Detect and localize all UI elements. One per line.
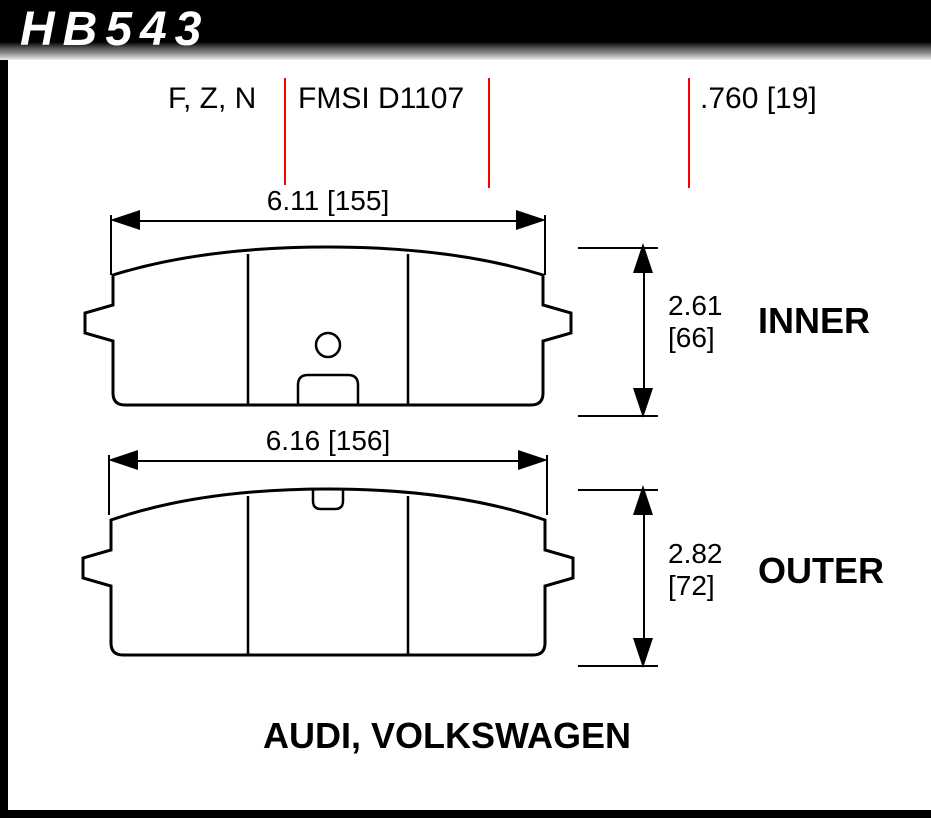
inner-height-dim-bottom: [66] — [668, 322, 715, 354]
outer-pad-shape — [81, 485, 575, 660]
inner-label: INNER — [758, 300, 870, 342]
outer-width-dim-line — [136, 460, 520, 462]
tick-line — [578, 665, 658, 667]
arrow-down-icon — [631, 638, 655, 668]
inner-height-dim-top: 2.61 — [668, 290, 723, 322]
thickness-label: .760 [19] — [700, 82, 817, 116]
tick-line — [578, 489, 658, 491]
vehicle-label: AUDI, VOLKSWAGEN — [263, 715, 631, 757]
inner-width-dim: 6.11 [155] — [248, 185, 408, 217]
arrow-right-icon — [516, 208, 546, 232]
arrow-right-icon — [518, 448, 548, 472]
red-divider-1 — [284, 78, 286, 188]
red-divider-2 — [488, 78, 490, 188]
arrow-down-icon — [631, 388, 655, 418]
fmsi-label: FMSI D1107 — [298, 82, 464, 116]
diagram-area: F, Z, N FMSI D1107 .760 [19] 6.11 [155] … — [8, 60, 931, 810]
inner-pad-shape — [83, 245, 573, 410]
outer-height-dim-line — [643, 512, 645, 640]
header-bar: HB543 — [0, 0, 931, 60]
part-number: HB543 — [20, 2, 209, 57]
compounds-label: F, Z, N — [168, 82, 256, 116]
inner-height-dim-line — [643, 270, 645, 390]
red-divider-3 — [688, 78, 690, 188]
arrow-left-icon — [110, 208, 140, 232]
inner-width-dim-line — [138, 220, 518, 222]
tick-line — [578, 247, 658, 249]
outer-width-dim: 6.16 [156] — [248, 425, 408, 457]
outer-label: OUTER — [758, 550, 884, 592]
tick-line — [578, 415, 658, 417]
outer-height-dim-bottom: [72] — [668, 570, 715, 602]
outer-height-dim-top: 2.82 — [668, 538, 723, 570]
diagram-frame: F, Z, N FMSI D1107 .760 [19] 6.11 [155] … — [0, 60, 931, 818]
arrow-left-icon — [108, 448, 138, 472]
